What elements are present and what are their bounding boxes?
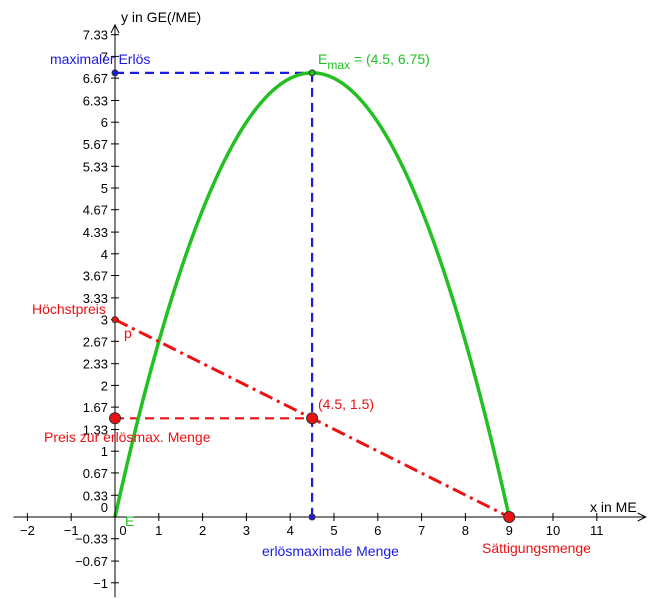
y-tick-label: 1.33 <box>83 422 108 437</box>
data-point <box>503 511 516 523</box>
annotation-label: Preis zur erlösmax. Menge <box>44 429 211 445</box>
data-point <box>111 69 119 77</box>
y-tick-label: 4.33 <box>83 225 108 240</box>
y-tick-label: 2.67 <box>83 334 108 349</box>
annotation-label: maximaler Erlös <box>50 51 150 67</box>
y-axis-arrow <box>110 23 120 34</box>
y-tick-label: 3.33 <box>83 291 108 306</box>
x-tick-label: 1 <box>155 523 162 538</box>
x-tick-label: 6 <box>374 523 381 538</box>
x-tick-label: 7 <box>418 523 425 538</box>
annotation-label: (4.5, 1.5) <box>318 396 374 412</box>
annotation-label: Höchstpreis <box>32 301 106 317</box>
x-tick-label: −1 <box>64 523 79 538</box>
annotations: maximaler Erlös Emax = (4.5, 6.75) Höchstp… <box>32 51 591 559</box>
points <box>109 69 516 523</box>
x-tick-label: 2 <box>199 523 206 538</box>
guide-lines <box>115 71 314 517</box>
y-tick-label: 0 <box>101 500 108 515</box>
y-tick-label: 6 <box>101 115 108 130</box>
x-tick-label: 0 <box>119 523 126 538</box>
annotation-label: erlösmaximale Menge <box>262 543 399 559</box>
x-tick-label: 9 <box>506 523 513 538</box>
y-tick-label: 4.67 <box>83 203 108 218</box>
x-axis-arrow <box>637 512 647 522</box>
y-tick-label: 4 <box>101 247 108 262</box>
y-tick-label: 5.67 <box>83 137 108 152</box>
y-tick-label: 3 <box>101 313 108 328</box>
annotation-label: p <box>124 325 132 341</box>
y-tick-label: −0.67 <box>75 554 108 569</box>
annotation-label: Sättigungsmenge <box>482 540 591 556</box>
x-tick-label: 3 <box>243 523 250 538</box>
annotation-rest: = (4.5, 6.75) <box>350 51 430 67</box>
x-tick-label: 5 <box>330 523 337 538</box>
y-tick-label: −1 <box>93 576 108 591</box>
y-tick-label: 1.67 <box>83 400 108 415</box>
y-tick-label: 7.33 <box>83 28 108 43</box>
annotation-subscript: max <box>327 58 350 72</box>
y-tick-label: 0.67 <box>83 466 108 481</box>
y-tick-label: 6.67 <box>83 71 108 86</box>
data-point <box>306 412 319 425</box>
x-tick-label: 10 <box>546 523 560 538</box>
y-tick-label: −0.33 <box>75 532 108 547</box>
y-axis-label: y in GE(/ME) <box>121 9 201 25</box>
data-point <box>308 513 316 521</box>
x-axis-label: x in ME <box>590 499 637 515</box>
data-point <box>109 412 121 425</box>
x-tick-label: 11 <box>590 523 604 538</box>
y-tick-label: 3.67 <box>83 269 108 284</box>
axes <box>13 23 647 598</box>
y-tick-label: 5.33 <box>83 159 108 174</box>
y-tick-label: 0.33 <box>83 488 108 503</box>
y-tick-label: 2 <box>101 378 108 393</box>
x-tick-label: 4 <box>287 523 294 538</box>
y-tick-label: 2.33 <box>83 357 108 372</box>
y-tick-label: 1 <box>101 444 108 459</box>
y-tick-label: 7 <box>101 49 108 64</box>
y-tick-label: 5 <box>101 181 108 196</box>
axis-ticks: −2 −1 0 1 2 3 4 5 6 7 8 9 10 11−1−0.67−0.3300.330.671… <box>20 28 604 591</box>
data-point <box>308 69 316 77</box>
x-tick-label: 8 <box>462 523 469 538</box>
annotation-label: E <box>125 513 134 529</box>
y-tick-label: 6.33 <box>83 93 108 108</box>
data-point <box>111 316 119 324</box>
x-tick-label: −2 <box>20 523 35 538</box>
